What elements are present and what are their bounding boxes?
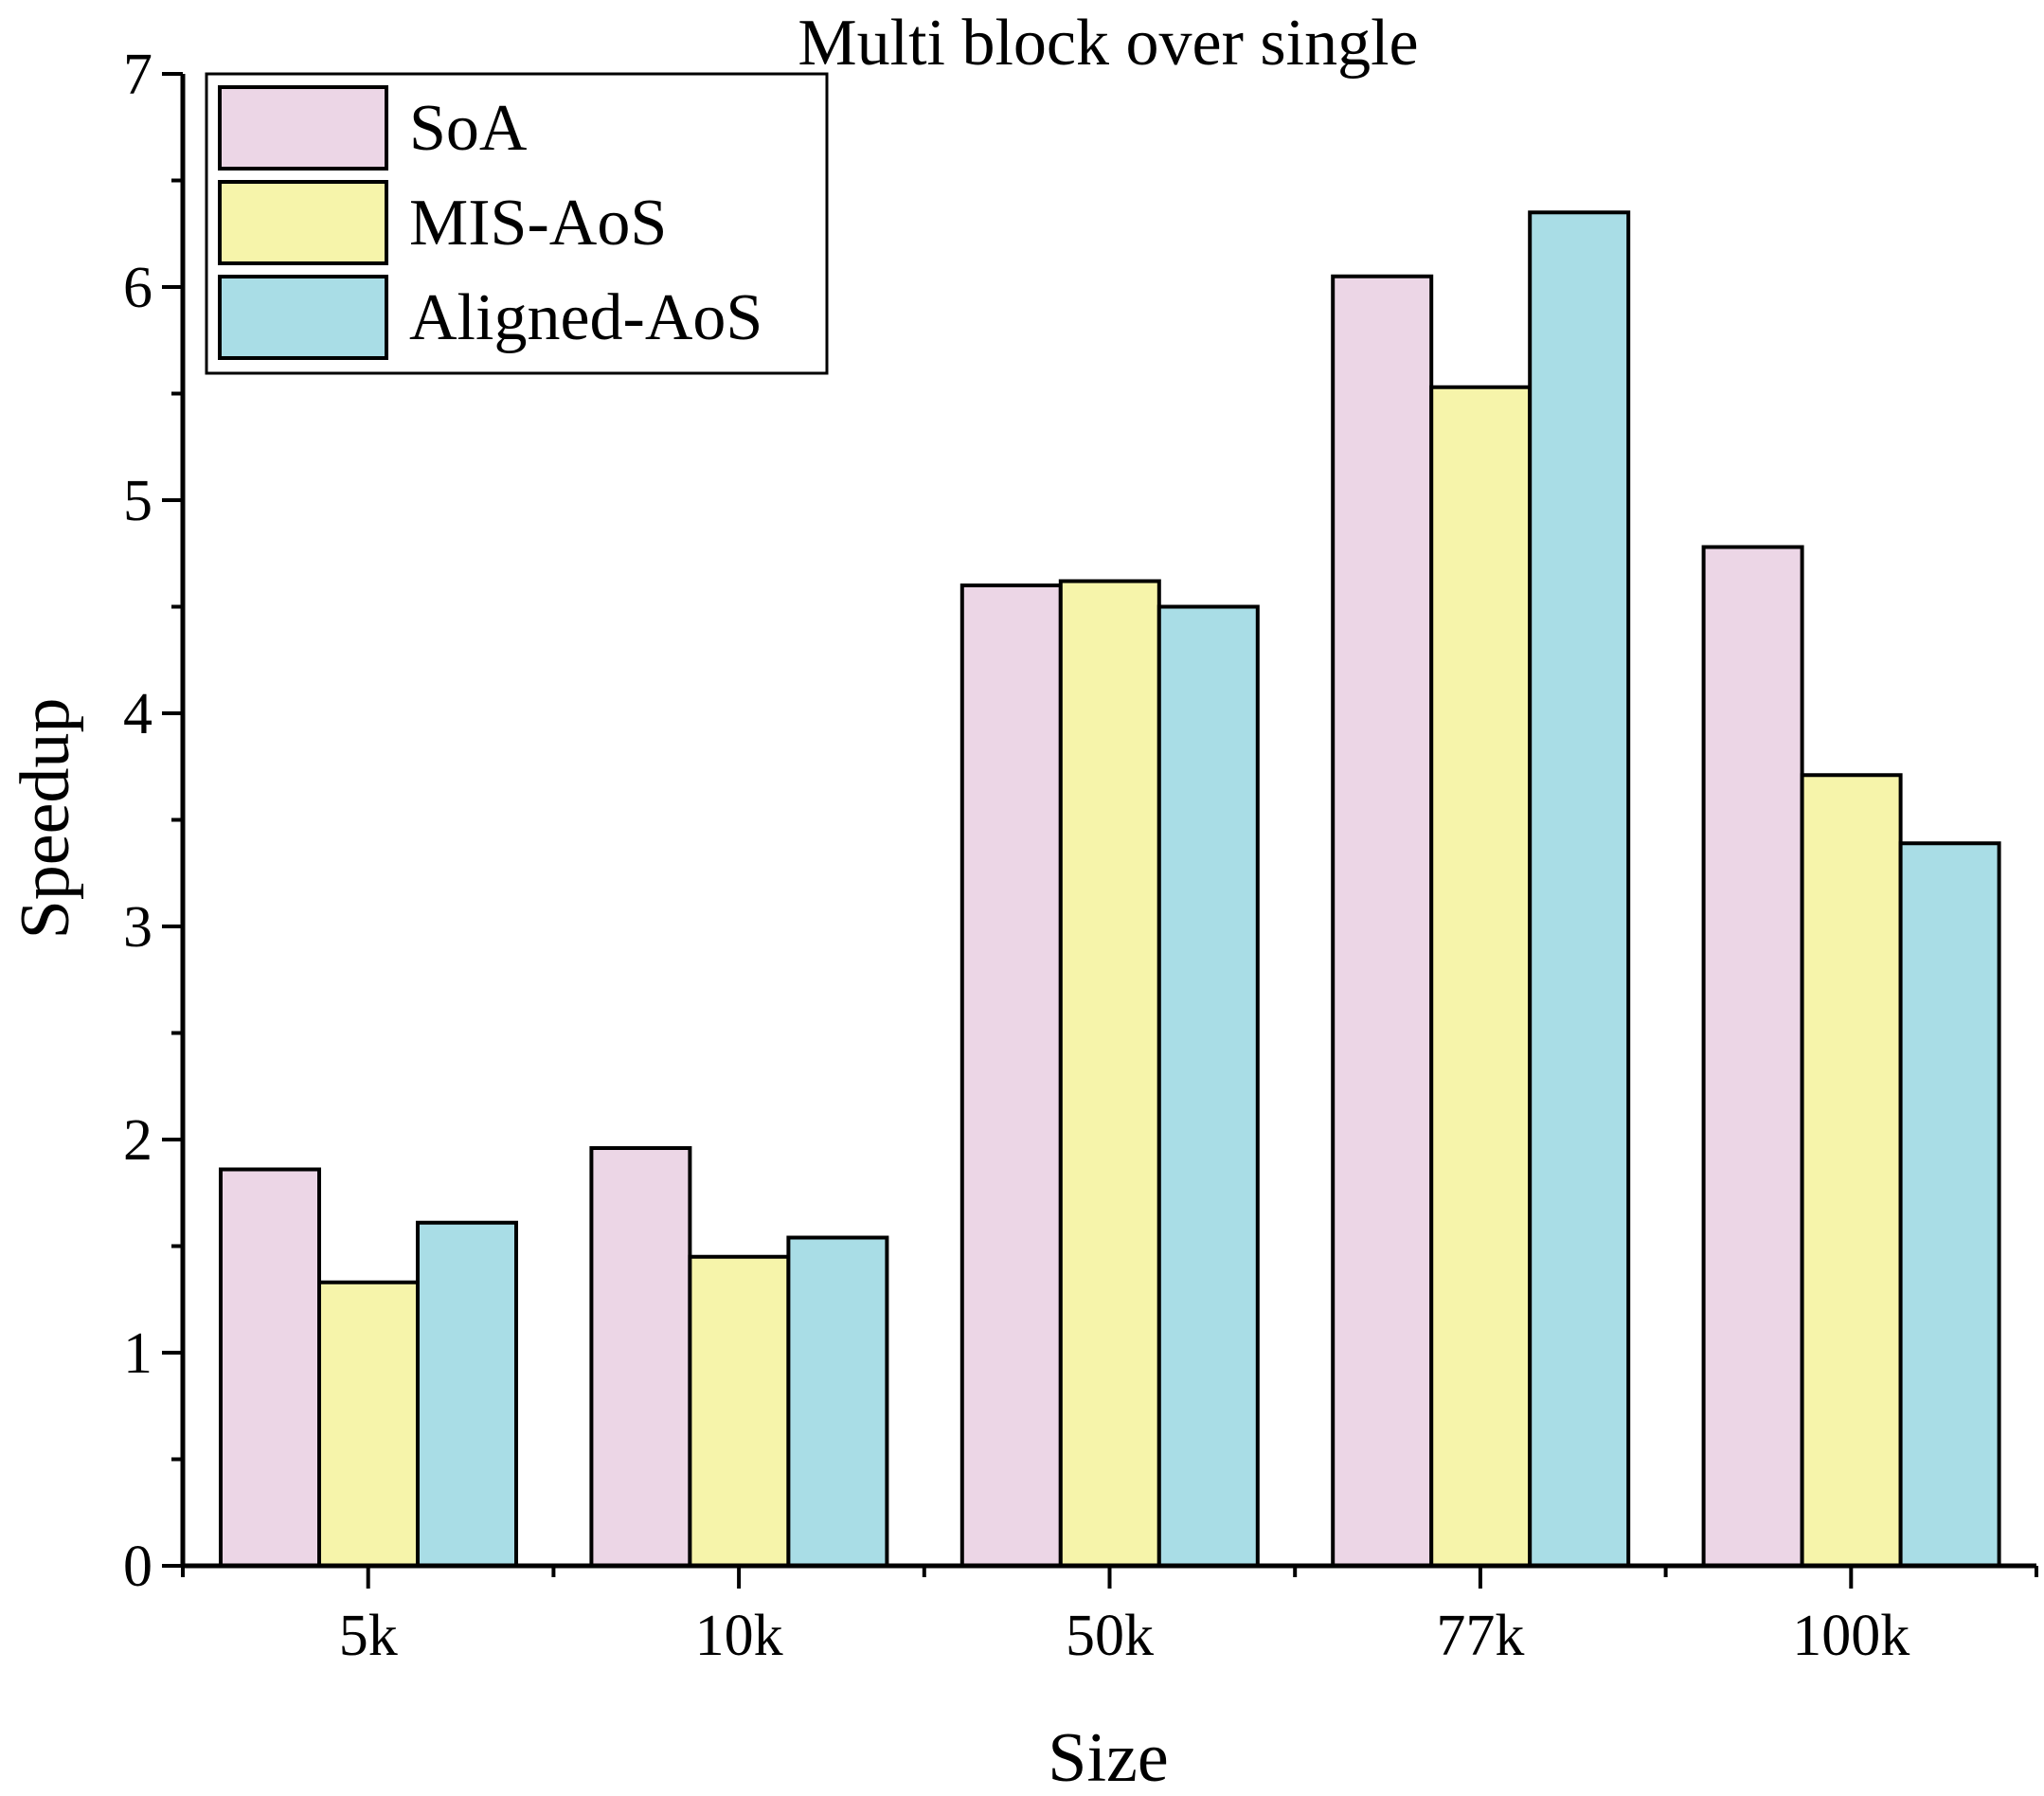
bar-aligned-aos (1156, 604, 1260, 1568)
legend-swatch (218, 180, 388, 265)
x-tick-label: 100k (1792, 1604, 1910, 1668)
bar-mis-aos (688, 1254, 791, 1568)
bar-aligned-aos (1898, 841, 2001, 1568)
y-tick-label: 6 (123, 256, 152, 320)
legend-label: Aligned-AoS (409, 281, 762, 354)
bar-aligned-aos (416, 1220, 518, 1568)
bar-aligned-aos (1528, 210, 1631, 1568)
bar-soa (1701, 545, 1804, 1568)
legend: SoA MIS-AoS Aligned-AoS (205, 72, 829, 375)
x-tick-label: 10k (695, 1604, 783, 1668)
legend-label: SoA (409, 92, 528, 165)
bar-mis-aos (1058, 579, 1161, 1568)
y-tick-label: 4 (123, 682, 152, 746)
x-tick-label: 77k (1436, 1604, 1524, 1668)
bar-mis-aos (1800, 773, 1903, 1568)
x-axis-title: Size (1048, 1719, 1168, 1796)
y-tick-label: 5 (123, 469, 152, 533)
bar-soa (1331, 274, 1434, 1568)
bar-soa (959, 584, 1063, 1568)
x-tick-label: 50k (1066, 1604, 1154, 1668)
y-tick-label: 3 (123, 895, 152, 960)
x-axis-ticks: 5k 10k 50k 77k 100k (181, 1566, 2038, 1668)
chart-title: Multi block over single (798, 7, 1418, 80)
bar-mis-aos (317, 1280, 420, 1568)
x-tick-label: 5k (339, 1604, 398, 1668)
bar-soa (219, 1167, 321, 1568)
legend-swatch (218, 85, 388, 171)
y-tick-label: 0 (123, 1535, 152, 1599)
bar-aligned-aos (786, 1235, 889, 1568)
y-axis-title: Speedup (7, 698, 84, 940)
y-tick-label: 1 (123, 1321, 152, 1386)
bar-soa (589, 1146, 692, 1568)
y-tick-label: 7 (123, 43, 152, 107)
y-tick-label: 2 (123, 1108, 152, 1173)
y-axis-ticks: 0 1 2 3 4 5 6 7 (123, 43, 183, 1599)
bar-mis-aos (1429, 385, 1533, 1568)
legend-swatch (218, 275, 388, 360)
bars-group (219, 210, 2001, 1568)
legend-label: MIS-AoS (409, 187, 667, 260)
